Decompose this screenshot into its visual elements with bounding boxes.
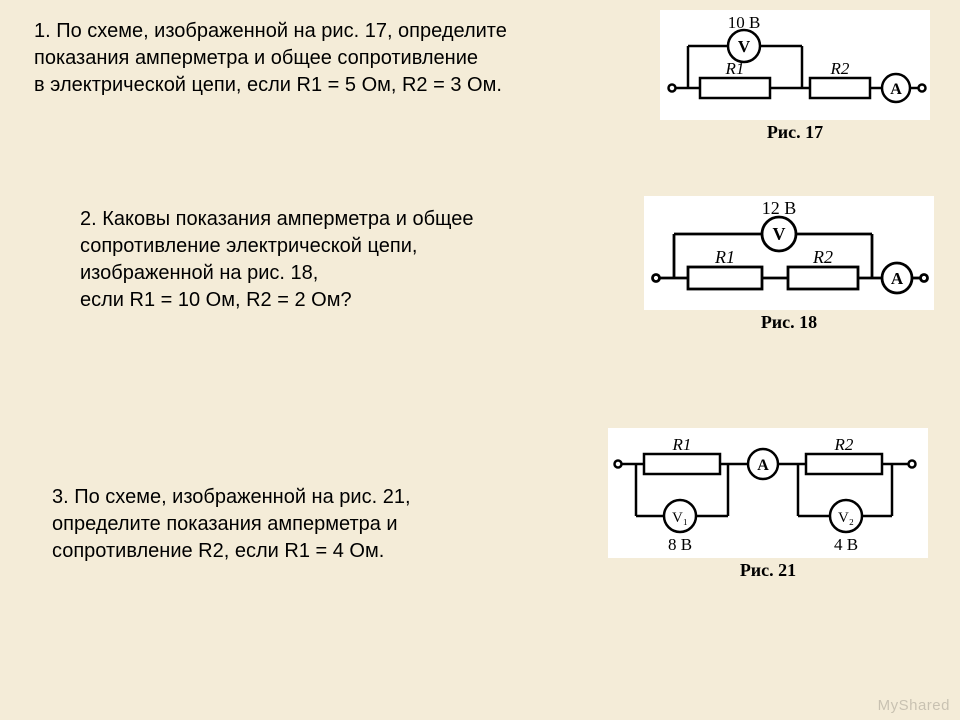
- fig21-v2-value: 4 В: [834, 535, 858, 554]
- fig17-r1: R1: [725, 59, 745, 78]
- fig17-ammeter: A: [890, 81, 902, 98]
- figure-21: R1 R2 A V₁ V₂ 8 В 4 В: [608, 428, 928, 558]
- p2-line1: 2. Каковы показания амперметра и общее: [80, 208, 474, 230]
- fig21-r1: R1: [672, 435, 692, 454]
- fig18-r1: R1: [714, 247, 735, 267]
- figure-21-caption: Рис. 21: [608, 560, 928, 581]
- fig21-v1-label: V₁: [672, 510, 688, 526]
- fig18-voltage: 12 В: [762, 198, 797, 218]
- figure-17: 10 В V R1 R2 A: [660, 10, 930, 120]
- p1-line3: в электрической цепи, если R1 = 5 Ом, R2…: [34, 74, 502, 96]
- fig17-voltage: 10 В: [728, 13, 761, 32]
- p3-line3: сопротивление R2, если R1 = 4 Ом.: [52, 540, 384, 562]
- p3-line2: определите показания амперметра и: [52, 513, 398, 535]
- figure-18: 12 В V R1 R2 A: [644, 196, 934, 310]
- fig17-r2: R2: [830, 59, 850, 78]
- fig21-r2: R2: [834, 435, 854, 454]
- figure-17-caption: Рис. 17: [660, 122, 930, 143]
- fig21-ammeter: A: [757, 457, 769, 474]
- p3-line1: 3. По схеме, изображенной на рис. 21,: [52, 486, 411, 508]
- problem-2-text: 2. Каковы показания амперметра и общее с…: [80, 206, 600, 314]
- fig18-ammeter: A: [891, 269, 904, 288]
- fig17-voltmeter-label: V: [738, 37, 751, 56]
- fig18-r2: R2: [812, 247, 833, 267]
- problem-1-text: 1. По схеме, изображенной на рис. 17, оп…: [34, 18, 614, 99]
- p1-line1: 1. По схеме, изображенной на рис. 17, оп…: [34, 20, 507, 42]
- fig21-v2-label: V₂: [838, 510, 854, 526]
- p1-line2: показания амперметра и общее сопротивлен…: [34, 47, 478, 69]
- watermark: MyShared: [878, 697, 950, 714]
- fig18-voltmeter-label: V: [773, 224, 786, 244]
- p2-line4: если R1 = 10 Ом, R2 = 2 Ом?: [80, 289, 352, 311]
- p2-line2: сопротивление электрической цепи,: [80, 235, 417, 257]
- fig21-v1-value: 8 В: [668, 535, 692, 554]
- problem-3-text: 3. По схеме, изображенной на рис. 21, оп…: [52, 484, 572, 565]
- figure-18-caption: Рис. 18: [644, 312, 934, 333]
- p2-line3: изображенной на рис. 18,: [80, 262, 318, 284]
